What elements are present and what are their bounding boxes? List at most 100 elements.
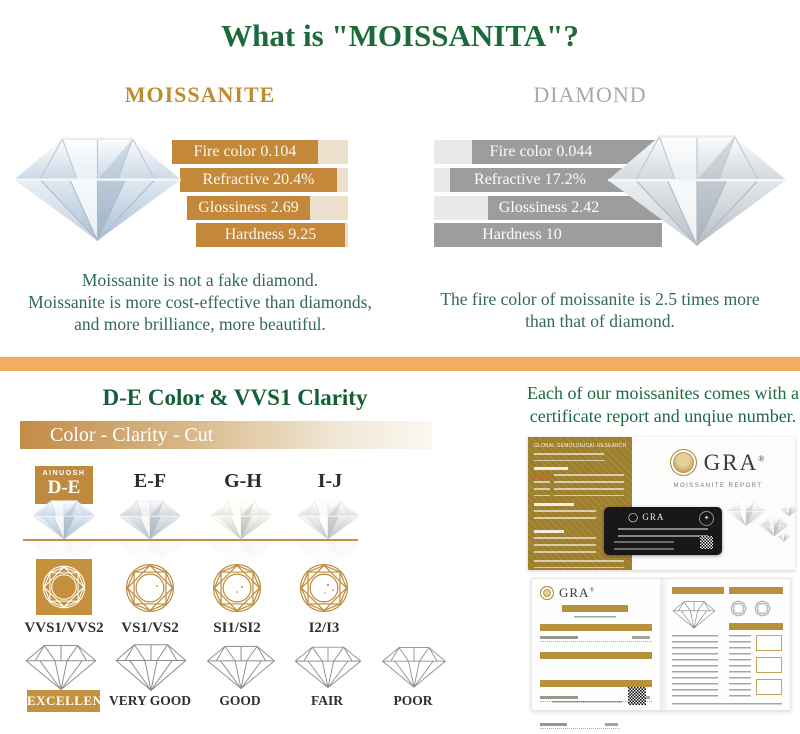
registered-mark: ® [589,587,596,594]
brand-text: GRA [642,512,665,522]
cert-header-bar [729,587,783,594]
gra-seal-icon [669,449,697,476]
moissanite-caption: Moissanite is not a fake diamond. Moissa… [0,269,400,335]
cert-section-header [534,530,564,533]
bar-track [318,140,348,164]
cut-diagram-excellent [22,641,100,691]
gem-color-ef [112,498,188,540]
caption-line: than that of diamond. [525,311,675,331]
section-divider [0,357,800,371]
gra-brand-text: GRA® [704,450,767,476]
diamond-bar-fire: Fire color 0.044 [434,140,662,164]
cut-label-excellent: EXCELLENT [27,690,111,712]
gem-color-de [26,498,102,540]
cert-text-lines [534,510,596,524]
cert-text-lines [534,453,604,461]
intro-line: Each of our moissanites comes with a [527,383,799,403]
cert-text-lines [554,474,624,496]
bar-fill: Fire color 0.104 [172,140,318,164]
cert-header-bar [672,587,724,594]
certificate-fold [660,579,669,710]
cert-text-lines [534,560,624,568]
cert-text-lines [552,701,622,705]
cert-text-lines [534,481,550,496]
report-title: MOISSANITE REPORT [673,483,763,489]
bar-track [345,223,348,247]
cut-label-poor: POOR [393,693,433,708]
diamond-heading: DIAMOND [533,82,647,107]
cut-diagram-fair [291,643,364,689]
color-label-ij: I-J [317,470,343,492]
cert-grade-box [756,635,782,651]
moissanite-bar-refractive: Refractive 20.4% [180,168,348,192]
gra-logo: GRA® [648,449,788,476]
bar-fill: Hardness 10 [434,223,662,247]
cert-section-bar [540,652,652,659]
color-label-ef: E-F [133,470,167,492]
bar-track [434,196,488,220]
clarity-diagram-icon [41,564,87,610]
intro-line: certificate report and unqiue number. [529,406,797,426]
clarity-diagram-icon [298,562,350,614]
gem-color-gh [203,498,279,540]
plot-diagram-icon [754,600,771,617]
card-text-lines [618,528,708,537]
cert-section-header [534,503,574,506]
clarity-diagram-icon [124,562,176,614]
cut-label-very-good: VERY GOOD [109,693,191,708]
gem-reflection [203,541,279,563]
card-text-lines [614,541,674,550]
moissanite-gem-photo [5,126,190,248]
certificate-intro: Each of our moissanites comes with a cer… [524,382,800,428]
warranty-card: ◯ GRA ✦ [604,507,722,555]
bar-fill: Fire color 0.044 [472,140,662,164]
bar-track [434,168,450,192]
cert-text-lines [729,635,751,699]
caption-line: The fire color of moissanite is 2.5 time… [440,289,760,309]
cert-field-row [540,634,652,642]
cut-diagram-good [204,642,279,690]
bar-fill: Hardness 9.25 [196,223,345,247]
caption-line: Moissanite is not a fake diamond. [81,270,319,290]
page-title: What is "MOISSANITA"? [221,18,579,53]
plot-diagram-icon [730,600,747,617]
diamond-caption: The fire color of moissanite is 2.5 time… [405,288,795,332]
cert-grade-box [756,679,782,695]
cut-diagram-very-good [112,640,190,692]
bar-fill: Refractive 20.4% [180,168,337,192]
certificate-gold-panel: GLOBAL GEMOLOGICAL RESEARCH ACADEMY [528,437,632,570]
bar-track [310,196,348,220]
clarity-label-vs: VS1/VS2 [121,620,179,636]
clarity-label-vvs: VVS1/VVS2 [24,620,104,636]
cert-text-lines [672,703,782,707]
clarity-label-i: I2/I3 [308,620,340,636]
cert-header-bar [562,605,628,612]
diamond-bar-hardness: Hardness 10 [434,223,662,247]
cut-label-fair: FAIR [311,693,343,708]
certificate-bottom: GRA® [531,578,791,729]
cert-section-bar [540,680,652,687]
proportions-diagram-icon [671,599,717,629]
cert-text-lines [574,616,616,620]
color-badge-de: AINUOSH D-E [35,466,93,504]
cert-section-bar [540,624,652,631]
certificate-issuer: GLOBAL GEMOLOGICAL RESEARCH ACADEMY [534,443,628,449]
brand-text: GRA [703,449,759,475]
cut-diagram-poor [379,644,449,689]
clarity-badge-vvs [36,559,92,615]
cert-field-row [540,721,620,729]
gra-brand-text: GRA® [559,585,595,601]
bar-fill: Glossiness 2.42 [488,196,662,220]
card-diamond-medallion-icon: ✦ [699,511,714,526]
gra-logo-small: GRA® [540,585,595,601]
registered-mark: ® [758,453,767,463]
moissanite-bar-fire: Fire color 0.104 [172,140,348,164]
badge-grade: D-E [47,477,81,498]
moissanite-bar-glossiness: Glossiness 2.69 [187,196,348,220]
caption-line: Moissanite is more cost-effective than d… [28,292,372,312]
cert-grade-box [756,657,782,673]
gem-color-ij [290,498,366,540]
grading-heading: D-E Color & VVS1 Clarity [102,385,368,410]
cert-text-lines [672,635,718,699]
